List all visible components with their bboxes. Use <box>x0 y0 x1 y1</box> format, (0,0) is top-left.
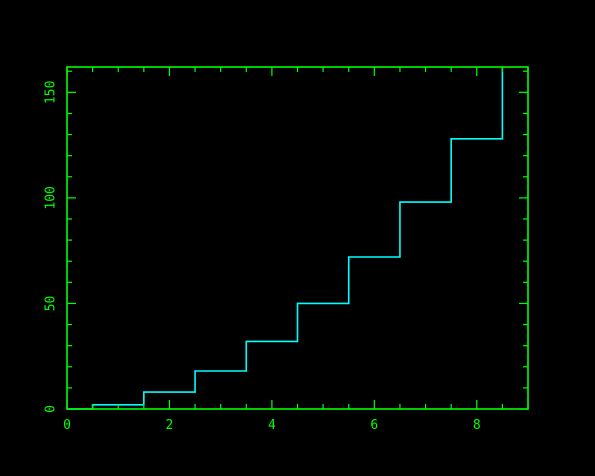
y-tick-label: 0 <box>44 405 59 413</box>
y-tick-label: 150 <box>44 81 59 104</box>
y-tick-label: 100 <box>44 186 59 209</box>
y-tick-label: 50 <box>44 296 59 312</box>
x-tick-label: 2 <box>166 418 174 433</box>
axes-group <box>66 66 529 410</box>
tick-labels-group: 0 2 4 6 8 0 50 100 150 <box>44 81 481 433</box>
x-tick-label: 4 <box>268 418 276 433</box>
x-tick-label: 0 <box>63 418 71 433</box>
x-tick-label: 8 <box>473 418 481 433</box>
x-tick-label: 6 <box>370 418 378 433</box>
